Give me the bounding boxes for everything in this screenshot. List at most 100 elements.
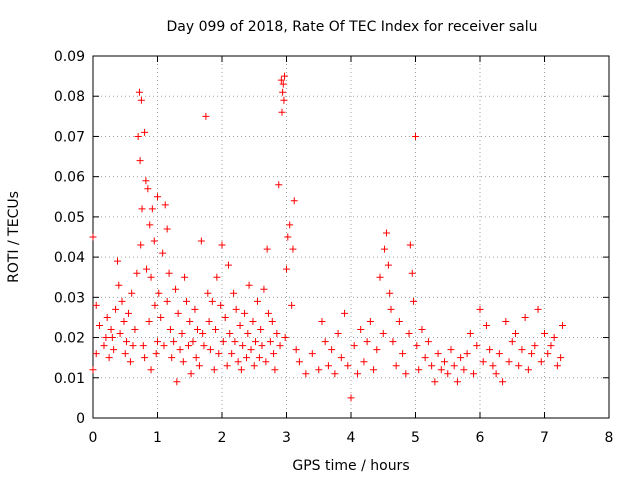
data-point — [350, 342, 358, 350]
data-point — [210, 366, 218, 374]
data-point — [247, 346, 255, 354]
data-point — [324, 362, 332, 370]
data-point — [161, 201, 169, 209]
data-point — [183, 297, 191, 305]
data-point — [470, 370, 478, 378]
data-point — [165, 269, 173, 277]
data-point — [200, 342, 208, 350]
data-point — [381, 245, 389, 253]
data-point — [144, 185, 152, 193]
y-tick-label: 0 — [76, 411, 85, 427]
data-point — [421, 354, 429, 362]
data-point — [387, 305, 395, 313]
data-point — [283, 265, 290, 273]
data-point — [266, 338, 274, 346]
data-point — [219, 338, 227, 346]
data-point — [186, 317, 194, 325]
data-point — [428, 362, 436, 370]
data-point — [531, 342, 539, 350]
data-point — [121, 350, 129, 358]
data-point — [408, 269, 416, 277]
data-point — [466, 330, 474, 338]
data-point — [147, 273, 155, 281]
data-point — [463, 350, 471, 358]
data-point — [128, 289, 136, 297]
y-tick-label: 0.05 — [54, 210, 85, 226]
data-point — [344, 362, 352, 370]
data-point — [107, 326, 115, 334]
data-point — [155, 289, 163, 297]
data-point — [453, 378, 461, 386]
data-point — [230, 289, 238, 297]
grid-layer — [93, 56, 609, 418]
x-tick-label: 5 — [411, 430, 420, 446]
data-point — [250, 362, 258, 370]
data-point — [547, 342, 555, 350]
data-point — [337, 354, 345, 362]
data-point — [399, 350, 407, 358]
data-point — [277, 76, 285, 84]
data-point — [289, 245, 297, 253]
data-point — [528, 350, 536, 358]
data-point — [389, 338, 397, 346]
data-point — [511, 330, 519, 338]
data-point — [550, 334, 558, 342]
data-point — [450, 362, 458, 370]
data-point — [150, 237, 158, 245]
x-tick-label: 4 — [347, 430, 356, 446]
y-tick-label: 0.06 — [54, 170, 85, 186]
data-point — [102, 334, 110, 342]
data-point — [441, 358, 449, 366]
data-point — [486, 346, 494, 354]
data-point — [286, 221, 294, 229]
data-point — [280, 96, 288, 104]
data-point — [116, 330, 124, 338]
data-point — [290, 197, 298, 205]
data-point — [302, 370, 310, 378]
data-point — [243, 354, 251, 362]
data-point — [208, 297, 216, 305]
data-point — [257, 326, 265, 334]
data-point — [213, 273, 221, 281]
y-tick-label: 0.01 — [54, 371, 85, 387]
data-point — [199, 330, 207, 338]
data-point — [482, 321, 490, 329]
data-point — [263, 245, 271, 253]
data-point — [148, 205, 156, 213]
data-point — [221, 313, 229, 321]
data-point — [141, 128, 149, 136]
data-point — [184, 342, 192, 350]
data-point — [173, 378, 181, 386]
x-tick-label: 8 — [605, 430, 614, 446]
data-point — [444, 370, 452, 378]
data-point — [479, 358, 487, 366]
data-point — [431, 378, 439, 386]
data-point — [95, 321, 103, 329]
data-point — [163, 225, 171, 233]
data-point — [255, 354, 263, 362]
data-point — [460, 366, 468, 374]
data-point — [308, 350, 316, 358]
data-point — [151, 301, 159, 309]
data-point — [260, 285, 268, 293]
data-point — [360, 358, 368, 366]
data-point — [270, 350, 278, 358]
data-point — [395, 317, 403, 325]
data-point — [275, 181, 283, 189]
data-point — [212, 326, 220, 334]
data-point — [373, 346, 381, 354]
data-point — [541, 330, 548, 338]
data-point — [252, 338, 260, 346]
data-point — [170, 338, 178, 346]
data-point — [382, 229, 390, 237]
tick-layer: 0 1 2 3 4 5 6 7 8 0 0.01 0.02 0.03 0.04 0.05 0.06 0.07 0.… — [54, 49, 614, 446]
data-point — [189, 338, 197, 346]
data-point — [370, 366, 378, 374]
data-point — [118, 297, 126, 305]
data-point — [447, 346, 455, 354]
data-point — [262, 358, 270, 366]
data-point — [476, 305, 484, 313]
data-point — [384, 261, 392, 269]
